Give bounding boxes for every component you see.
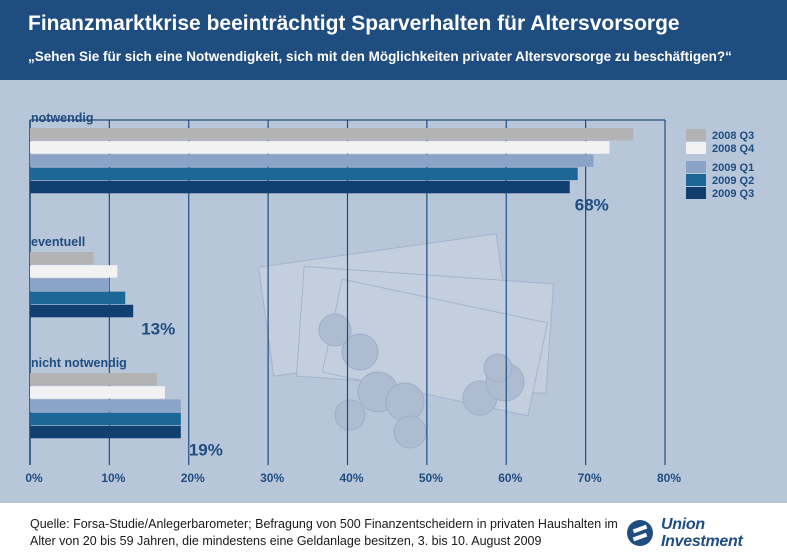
x-tick-label: 40%	[339, 471, 363, 485]
bar	[30, 425, 181, 439]
bar	[30, 399, 181, 412]
category-label: nicht notwendig	[31, 356, 127, 370]
source-note-line-2: Alter von 20 bis 59 Jahren, die mindeste…	[30, 534, 542, 548]
source-note-line-1: Quelle: Forsa-Studie/Anlegerbarometer; B…	[30, 517, 618, 531]
logo-text-union: Union	[661, 516, 705, 533]
x-tick-label: 0%	[25, 471, 43, 485]
page-subtitle: „Sehen Sie für sich eine Notwendigkeit, …	[28, 49, 732, 64]
page-title: Finanzmarktkrise beeinträchtigt Sparverh…	[28, 12, 680, 35]
brand-logo: Union Investment	[625, 516, 775, 552]
bar	[30, 265, 118, 278]
legend-label: 2009 Q1	[712, 162, 754, 174]
legend-label: 2009 Q2	[712, 175, 754, 187]
bar-chart: 0% 10% 20% 30% 40% 50% 60% 70% 80% notwendig 68% ev…	[25, 111, 755, 485]
bar	[30, 252, 94, 265]
bar	[30, 180, 570, 194]
bar	[30, 128, 634, 141]
bar	[30, 386, 165, 399]
x-tick-label: 50%	[419, 471, 443, 485]
legend-label: 2008 Q4	[712, 143, 755, 155]
chart-area: 0% 10% 20% 30% 40% 50% 60% 70% 80% notwendig 68% ev…	[0, 80, 787, 503]
legend-label: 2009 Q3	[712, 188, 754, 200]
legend-swatch	[686, 174, 706, 186]
legend-swatch	[686, 129, 706, 141]
x-tick-label: 80%	[657, 471, 681, 485]
bar	[30, 278, 110, 291]
x-tick-label: 10%	[101, 471, 125, 485]
legend-swatch	[686, 161, 706, 173]
legend-swatch	[686, 187, 706, 199]
header-bar: Finanzmarktkrise beeinträchtigt Sparverh…	[0, 0, 787, 80]
legend-label: 2008 Q3	[712, 130, 754, 142]
money-watermark-icon	[257, 233, 555, 449]
bar	[30, 141, 610, 154]
x-tick-label: 20%	[181, 471, 205, 485]
footer: Quelle: Forsa-Studie/Anlegerbarometer; B…	[0, 503, 787, 558]
x-tick-label: 60%	[498, 471, 522, 485]
bar	[30, 373, 157, 386]
bar	[30, 167, 578, 181]
legend-swatch	[686, 142, 706, 154]
x-tick-label: 70%	[578, 471, 602, 485]
logo-mark-icon	[627, 520, 653, 546]
value-label: 19%	[189, 440, 223, 459]
category-label: eventuell	[31, 235, 85, 249]
bar	[30, 412, 181, 426]
x-tick-label: 30%	[260, 471, 284, 485]
logo-text-investment: Investment	[661, 533, 743, 550]
value-label: 13%	[141, 319, 175, 338]
bar	[30, 154, 594, 167]
value-label: 68%	[575, 195, 609, 214]
bar	[30, 291, 126, 305]
bar	[30, 304, 134, 318]
category-label: notwendig	[31, 111, 94, 125]
